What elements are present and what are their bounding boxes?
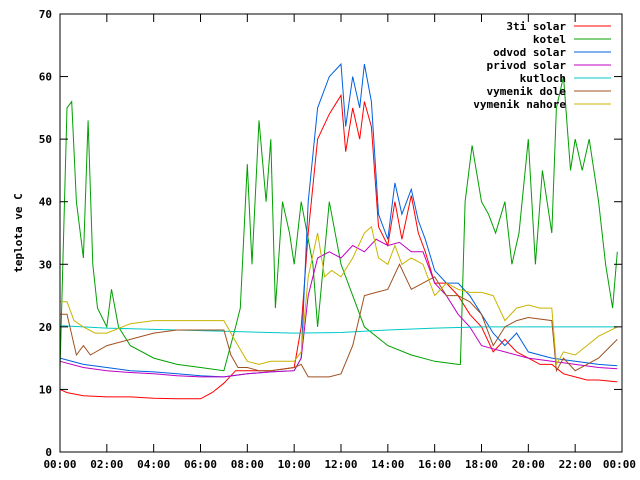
series-line-3: [59, 238, 618, 378]
y-tick-label: 40: [39, 196, 52, 209]
y-tick-label: 0: [45, 446, 52, 459]
x-tick-label: 00:00: [603, 458, 636, 471]
x-tick-label: 02:00: [90, 458, 123, 471]
x-tick-label: 18:00: [465, 458, 498, 471]
legend-label-1: kotel: [533, 33, 566, 46]
series-line-5: [60, 263, 618, 378]
x-tick-label: 08:00: [231, 458, 264, 471]
series-line-1: [59, 76, 618, 372]
ticks-layer: 0 10 20 30 40 50 60 70 00:00 02:00 04:00 06:00 08:00…: [39, 8, 636, 471]
y-tick-label: 60: [39, 71, 52, 84]
series-line-4: [59, 325, 618, 334]
x-tick-label: 22:00: [559, 458, 592, 471]
legend-label-6: vymenik nahore: [473, 98, 566, 111]
y-axis-label: teplota ve C: [12, 193, 25, 272]
x-tick-label: 10:00: [278, 458, 311, 471]
series-layer: [59, 62, 618, 400]
x-tick-label: 20:00: [512, 458, 545, 471]
y-tick-label: 20: [39, 321, 52, 334]
x-tick-label: 04:00: [137, 458, 170, 471]
y-tick-label: 30: [39, 258, 52, 271]
legend-label-0: 3ti solar: [506, 20, 566, 33]
legend-label-2: odvod solar: [493, 46, 566, 59]
x-tick-label: 16:00: [418, 458, 451, 471]
legend-label-3: privod solar: [487, 59, 567, 72]
y-tick-label: 50: [39, 133, 52, 146]
x-tick-label: 14:00: [371, 458, 404, 471]
series-line-0: [59, 93, 618, 400]
x-tick-label: 00:00: [43, 458, 76, 471]
legend-label-5: vymenik dole: [487, 85, 567, 98]
y-tick-label: 10: [39, 383, 52, 396]
series-line-6: [60, 225, 618, 367]
y-tick-label: 70: [39, 8, 52, 21]
x-tick-label: 12:00: [324, 458, 357, 471]
x-tick-label: 06:00: [184, 458, 217, 471]
legend-label-4: kutloch: [520, 72, 566, 85]
